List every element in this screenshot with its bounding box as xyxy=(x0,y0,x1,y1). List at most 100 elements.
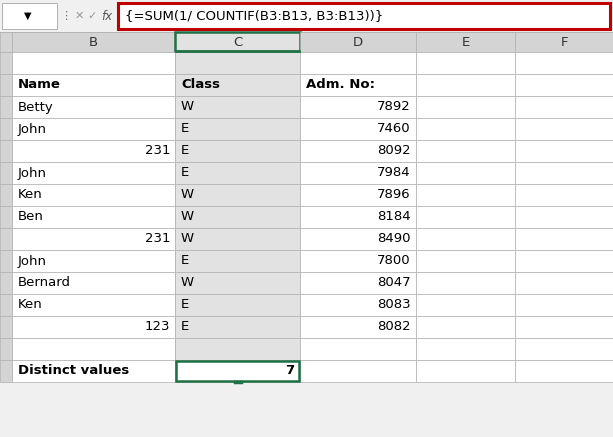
Bar xyxy=(0,250,12,272)
Bar xyxy=(12,360,175,382)
Text: D: D xyxy=(353,35,363,49)
Bar xyxy=(300,228,416,250)
Text: Ben: Ben xyxy=(18,211,44,223)
Bar xyxy=(300,162,416,184)
Bar xyxy=(175,316,300,338)
Bar xyxy=(515,272,613,294)
Bar xyxy=(175,140,300,162)
Bar xyxy=(0,96,12,118)
Bar xyxy=(300,338,416,360)
Bar xyxy=(416,272,515,294)
Bar xyxy=(0,52,12,74)
Bar xyxy=(12,206,175,228)
Bar xyxy=(175,272,300,294)
Bar xyxy=(300,316,416,338)
Bar xyxy=(515,52,613,74)
Text: W: W xyxy=(181,232,194,246)
Text: Ken: Ken xyxy=(18,298,43,312)
Bar xyxy=(300,206,416,228)
Text: Adm. No:: Adm. No: xyxy=(306,79,375,91)
Text: ✓: ✓ xyxy=(87,11,97,21)
Bar xyxy=(515,32,613,52)
Text: ▼: ▼ xyxy=(24,11,31,21)
Bar xyxy=(416,52,515,74)
Text: 123: 123 xyxy=(145,320,170,333)
Bar xyxy=(12,250,175,272)
Bar xyxy=(12,184,175,206)
Text: John: John xyxy=(18,166,47,180)
Text: E: E xyxy=(181,166,189,180)
Bar xyxy=(416,338,515,360)
Bar xyxy=(416,32,515,52)
Bar xyxy=(515,294,613,316)
Bar xyxy=(300,74,416,96)
Bar xyxy=(300,140,416,162)
Bar xyxy=(12,162,175,184)
Bar xyxy=(12,272,175,294)
Text: John: John xyxy=(18,122,47,135)
Bar xyxy=(515,162,613,184)
Text: 7: 7 xyxy=(285,364,294,378)
Bar xyxy=(0,272,12,294)
Bar xyxy=(175,32,300,52)
Text: W: W xyxy=(181,188,194,201)
Bar xyxy=(0,338,12,360)
Text: F: F xyxy=(560,35,568,49)
Bar xyxy=(0,184,12,206)
Bar xyxy=(300,52,416,74)
Bar xyxy=(175,338,300,360)
Bar xyxy=(0,316,12,338)
Bar xyxy=(0,32,12,52)
Bar xyxy=(300,250,416,272)
Bar xyxy=(515,96,613,118)
Bar xyxy=(416,250,515,272)
Bar xyxy=(300,118,416,140)
Text: 8082: 8082 xyxy=(378,320,411,333)
Bar xyxy=(416,118,515,140)
Bar xyxy=(12,316,175,338)
Text: 231: 231 xyxy=(145,232,170,246)
Text: Betty: Betty xyxy=(18,101,54,114)
Text: 8092: 8092 xyxy=(378,145,411,157)
Bar xyxy=(175,96,300,118)
Bar xyxy=(515,250,613,272)
Bar xyxy=(416,206,515,228)
Bar xyxy=(0,206,12,228)
Bar xyxy=(416,360,515,382)
Bar xyxy=(416,294,515,316)
Bar xyxy=(300,32,416,52)
Text: {=SUM(1/ COUNTIF(B3:B13, B3:B13))}: {=SUM(1/ COUNTIF(B3:B13, B3:B13))} xyxy=(125,10,383,22)
Bar xyxy=(175,360,300,382)
Text: E: E xyxy=(181,122,189,135)
Text: W: W xyxy=(181,101,194,114)
Text: 7892: 7892 xyxy=(377,101,411,114)
Bar xyxy=(300,360,416,382)
Bar xyxy=(12,140,175,162)
Bar xyxy=(515,228,613,250)
Bar xyxy=(175,74,300,96)
Text: Class: Class xyxy=(181,79,220,91)
Bar xyxy=(12,74,175,96)
Text: ✕: ✕ xyxy=(74,11,84,21)
Text: E: E xyxy=(181,320,189,333)
Bar xyxy=(300,272,416,294)
Bar xyxy=(0,118,12,140)
Text: E: E xyxy=(181,145,189,157)
Text: 8083: 8083 xyxy=(378,298,411,312)
Bar xyxy=(0,360,12,382)
Bar xyxy=(175,52,300,74)
Text: Bernard: Bernard xyxy=(18,277,71,289)
Text: 8184: 8184 xyxy=(378,211,411,223)
Bar xyxy=(175,184,300,206)
Bar xyxy=(515,118,613,140)
Text: Distinct values: Distinct values xyxy=(18,364,129,378)
Bar xyxy=(118,3,610,29)
Bar xyxy=(12,52,175,74)
Text: 8490: 8490 xyxy=(378,232,411,246)
Bar xyxy=(0,74,12,96)
Text: fx: fx xyxy=(101,10,113,22)
Bar xyxy=(0,228,12,250)
Bar xyxy=(416,184,515,206)
Bar xyxy=(0,294,12,316)
Text: 7984: 7984 xyxy=(378,166,411,180)
